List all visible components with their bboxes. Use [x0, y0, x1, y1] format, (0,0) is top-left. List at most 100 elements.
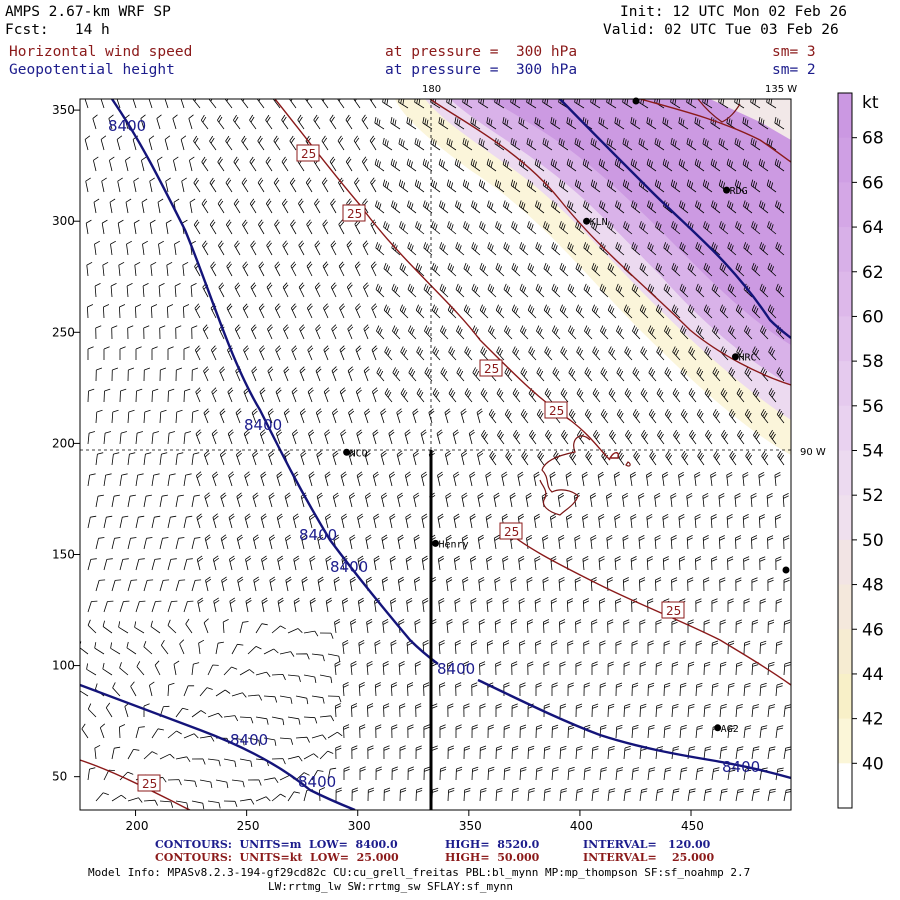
wind-barb	[141, 156, 147, 172]
wind-barb	[575, 661, 582, 676]
wind-barb	[183, 388, 191, 403]
wind-barb	[767, 304, 777, 319]
wind-barb	[591, 788, 600, 802]
wind-barb	[175, 800, 189, 809]
wind-barb	[712, 367, 721, 382]
wind-barb	[615, 598, 622, 613]
wind-barb	[455, 724, 462, 738]
wind-barb	[258, 261, 265, 277]
wind-barb	[382, 179, 393, 193]
wind-barb	[453, 513, 460, 529]
wind-barb	[159, 753, 175, 760]
wind-barb	[183, 733, 199, 739]
wind-barb	[422, 158, 433, 172]
wind-barb	[521, 450, 529, 466]
wind-barb	[110, 240, 116, 256]
wind-barb	[447, 304, 457, 319]
wind-barb	[303, 753, 319, 760]
wind-barb	[119, 558, 129, 571]
wind-barb	[452, 429, 459, 445]
wind-barb	[331, 324, 338, 340]
wind-barb	[687, 619, 694, 633]
wind-barb	[695, 725, 704, 739]
wind-barb	[446, 137, 457, 151]
wind-barb	[154, 660, 161, 676]
wind-barb	[455, 200, 465, 214]
wind-barb	[454, 597, 461, 613]
wind-barb	[348, 408, 355, 424]
wind-barb	[527, 745, 535, 760]
wind-barb	[527, 304, 537, 319]
wind-barb	[697, 450, 705, 466]
wind-barb	[743, 242, 753, 256]
wind-barb	[566, 598, 573, 613]
wind-barb	[477, 450, 484, 466]
height-contour-labels: 8400 8400 8400 8400 8400 8400 8400 8400	[108, 117, 760, 791]
wind-barb	[406, 158, 417, 172]
wind-barb	[543, 661, 550, 676]
wind-barb	[287, 628, 303, 634]
wind-barb	[727, 200, 737, 214]
wind-barb	[209, 135, 217, 151]
wind-barb	[495, 262, 505, 277]
wind-barb	[607, 661, 614, 676]
wind-barb	[695, 598, 702, 613]
wind-barb	[606, 534, 613, 550]
height-contour-southwest	[80, 683, 356, 810]
wind-barb	[679, 242, 689, 256]
wind-barb	[390, 640, 397, 655]
wind-barb	[615, 767, 624, 781]
wind-barb	[291, 345, 298, 361]
wind-barb	[249, 156, 257, 172]
wind-barb	[228, 471, 235, 487]
wind-barb	[678, 514, 685, 529]
wind-barb	[400, 346, 409, 361]
wind-barb	[639, 661, 646, 676]
wind-barb	[263, 648, 279, 655]
wind-barb	[437, 513, 444, 529]
wind-barb	[423, 283, 433, 298]
wind-barb	[392, 367, 401, 382]
wind-barb	[727, 725, 736, 739]
wind-barb	[200, 114, 209, 130]
wind-barb	[239, 758, 253, 767]
wind-barb	[245, 555, 252, 571]
wind-barb	[249, 198, 257, 214]
wind-barb	[191, 409, 199, 424]
wind-barb	[439, 200, 449, 214]
wind-barb	[726, 117, 737, 130]
wind-barb	[279, 651, 295, 657]
wind-barb	[543, 788, 551, 802]
wind-contour-outer-jet	[429, 99, 791, 386]
wind-barb	[728, 325, 737, 340]
wind-barb	[94, 642, 105, 655]
wind-barb	[583, 200, 593, 214]
station-marker-ag2	[714, 724, 722, 732]
wind-barb	[688, 346, 697, 361]
wind-barb	[391, 724, 398, 739]
wind-barb	[87, 600, 98, 613]
speed-label-1: 25	[296, 144, 320, 162]
wind-barb	[369, 135, 377, 151]
wind-barb	[100, 135, 107, 151]
wind-barb	[340, 471, 347, 487]
wind-barb	[383, 745, 390, 760]
wind-barb	[649, 450, 657, 466]
wind-barb	[743, 682, 751, 697]
wind-barb	[406, 117, 417, 130]
wind-barb	[351, 745, 358, 760]
wind-barb	[183, 304, 190, 319]
wind-barb	[703, 746, 712, 760]
wind-barb	[309, 597, 316, 613]
wind-barb	[375, 242, 385, 256]
wind-barb	[480, 388, 489, 403]
wind-barb	[752, 346, 761, 361]
wind-barb	[94, 283, 101, 298]
height-label-nw: 8400	[108, 117, 146, 135]
wind-barb	[135, 431, 144, 445]
wind-barb	[727, 767, 736, 781]
wind-barb	[742, 117, 753, 130]
wind-barb	[384, 388, 393, 403]
wind-barb	[271, 793, 286, 802]
wind-barb	[371, 345, 378, 361]
